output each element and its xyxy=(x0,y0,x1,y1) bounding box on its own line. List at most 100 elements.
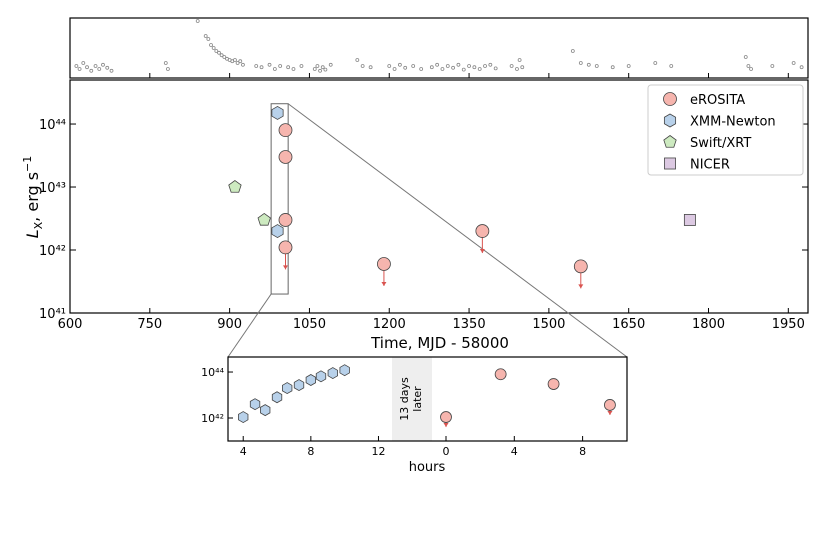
y-label-part: , erg s xyxy=(23,172,42,222)
top-panel-point xyxy=(626,64,631,68)
top-panel-point xyxy=(483,64,487,68)
y-label-part: L xyxy=(23,229,42,238)
y-tick-label: 10⁴² xyxy=(39,244,66,259)
top-panel-point xyxy=(166,67,170,71)
top-panel-point xyxy=(272,67,277,71)
top-panel-point xyxy=(467,64,471,68)
top-panel-point xyxy=(392,67,397,71)
top-panel-point xyxy=(456,62,461,67)
marker xyxy=(377,257,391,271)
marker xyxy=(440,411,452,423)
top-panel-point xyxy=(89,68,94,73)
gap-label: later xyxy=(411,386,424,412)
top-panel-point xyxy=(570,49,575,53)
top-panel-point xyxy=(299,64,304,68)
top-panel-point xyxy=(743,55,748,59)
top-panel-point xyxy=(254,64,259,68)
legend-label: Swift/XRT xyxy=(690,136,751,151)
x-axis-label: Time, MJD - 58000 xyxy=(370,334,509,352)
top-panel-point xyxy=(520,65,525,70)
top-panel-point xyxy=(206,37,211,41)
top-panel-point xyxy=(81,61,86,65)
top-panel-point xyxy=(320,65,325,70)
top-panel-point xyxy=(770,64,775,68)
marker xyxy=(339,364,350,377)
marker xyxy=(282,382,293,395)
marker xyxy=(293,379,305,392)
upper-limit-arrowhead xyxy=(578,284,584,289)
inset-gap xyxy=(392,357,432,441)
top-panel-point xyxy=(97,67,102,71)
top-panel-point xyxy=(328,62,333,67)
top-panel-point xyxy=(214,49,219,53)
marker xyxy=(327,367,338,380)
marker xyxy=(271,391,283,404)
top-panel-point xyxy=(387,64,392,68)
top-panel-point xyxy=(163,61,168,65)
y-tick-label: 10⁴¹ xyxy=(39,307,66,322)
legend-label: eROSITA xyxy=(690,93,745,108)
inset-x-label: hours xyxy=(409,460,446,475)
top-panel-point xyxy=(286,65,291,70)
top-panel-point xyxy=(238,59,243,64)
inset-x-tick-label: 12 xyxy=(371,445,385,458)
top-panel-point xyxy=(594,64,599,68)
marker xyxy=(228,180,242,193)
top-panel-point xyxy=(105,65,110,70)
marker xyxy=(494,368,507,381)
inset-x-tick-label: 8 xyxy=(307,445,314,458)
marker xyxy=(278,150,293,164)
legend-label: XMM-Newton xyxy=(690,115,776,130)
top-panel-point xyxy=(77,67,82,71)
x-tick-label: 750 xyxy=(137,317,162,332)
top-panel-point xyxy=(355,58,360,62)
top-panel-point xyxy=(203,34,208,38)
top-panel-point xyxy=(493,66,498,71)
top-panel-point xyxy=(451,65,456,70)
inset-y-tick-label: 10⁴⁴ xyxy=(201,366,224,379)
zoom-connector xyxy=(227,293,272,358)
top-panel-point xyxy=(749,67,753,71)
gap-label: 13 days xyxy=(398,377,411,421)
top-panel-point xyxy=(440,67,445,71)
marker xyxy=(604,399,616,411)
x-tick-label: 1800 xyxy=(692,317,725,332)
marker xyxy=(249,398,261,411)
top-panel-point xyxy=(403,65,408,70)
top-panel-point xyxy=(669,64,674,68)
top-panel-point xyxy=(610,65,615,70)
top-panel-point xyxy=(217,50,221,55)
x-tick-label: 1500 xyxy=(532,317,565,332)
upper-limit-arrowhead xyxy=(443,423,449,428)
legend-marker xyxy=(663,92,677,106)
marker xyxy=(305,374,317,386)
top-panel-point xyxy=(312,67,317,71)
marker xyxy=(238,411,249,424)
inset-frame xyxy=(227,356,628,442)
top-panel-point xyxy=(267,62,272,67)
y-tick-label: 10⁴³ xyxy=(39,181,66,196)
top-panel-point xyxy=(74,64,79,68)
legend-marker xyxy=(663,135,677,148)
legend-box xyxy=(647,84,804,176)
top-panel-point xyxy=(233,58,237,62)
marker xyxy=(278,240,293,255)
marker xyxy=(475,224,490,238)
top-panel-point xyxy=(397,62,402,67)
top-panel-point xyxy=(435,62,440,67)
top-panel-point xyxy=(209,43,213,47)
top-panel-point xyxy=(360,64,365,68)
top-panel-point xyxy=(477,67,482,71)
main-panel-frame xyxy=(69,79,809,314)
x-tick-label: 1050 xyxy=(293,317,326,332)
x-tick-label: 1650 xyxy=(612,317,645,332)
top-panel-point xyxy=(259,65,264,70)
top-panel-point xyxy=(368,65,373,70)
top-panel-point xyxy=(515,67,519,71)
zoom-connector xyxy=(287,103,628,358)
top-panel-point xyxy=(318,68,322,73)
top-panel-point xyxy=(219,53,224,58)
top-panel-point xyxy=(278,64,283,68)
upper-limit-arrowhead xyxy=(282,265,288,270)
